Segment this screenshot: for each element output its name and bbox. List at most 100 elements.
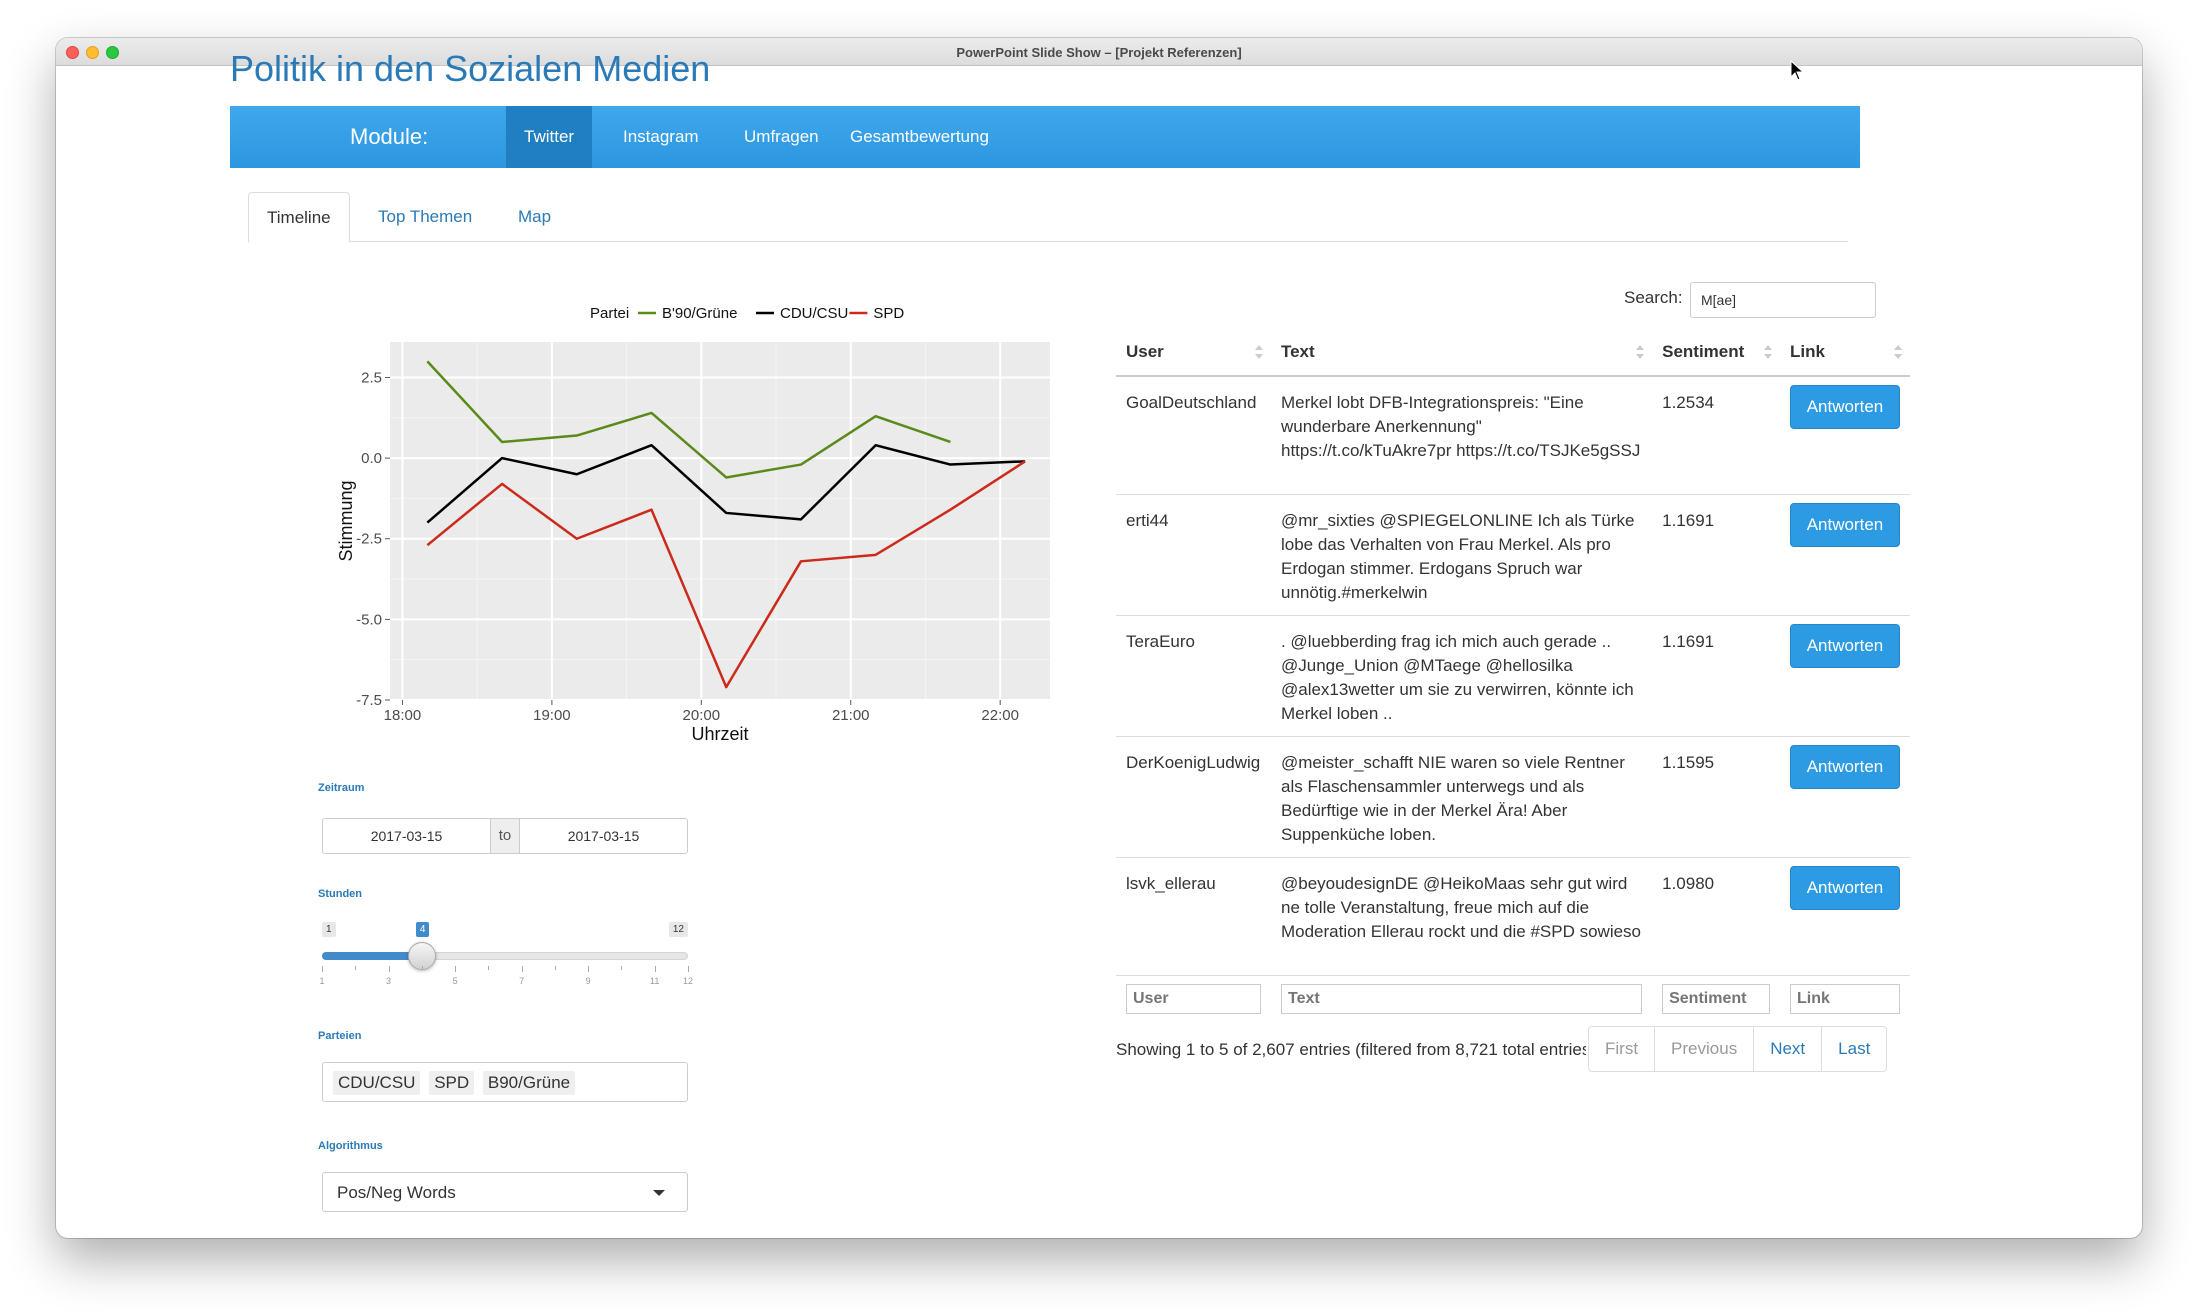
slider-tick-label: 5: [452, 976, 458, 986]
cell-link: Antworten: [1779, 376, 1910, 495]
party-tag-cdu-csu[interactable]: CDU/CSU: [333, 1071, 421, 1095]
algorithmus-select[interactable]: Pos/Neg Words: [322, 1172, 688, 1212]
slider-tick-label: 1: [319, 976, 325, 986]
pagination-next[interactable]: Next: [1754, 1027, 1823, 1071]
cell-sentiment: 1.1691: [1652, 494, 1780, 616]
cell-text: @beyoudesignDE @HeikoMaas sehr gut wird …: [1270, 857, 1653, 976]
slider-minor-tick: [554, 966, 556, 970]
table-row: erti44 @mr_sixties @SPIEGELONLINE Ich al…: [1116, 494, 1910, 616]
table-row: DerKoenigLudwig @meister_schafft NIE war…: [1116, 736, 1910, 858]
x-tick-label: 20:00: [683, 707, 721, 724]
antworten-button[interactable]: Antworten: [1789, 385, 1900, 429]
app-title: Politik in den Sozialen Medien: [230, 48, 711, 89]
x-tick-label: 22:00: [981, 707, 1019, 724]
pagination: First Previous Next Last: [1588, 1026, 1888, 1072]
cell-text: Merkel lobt DFB-Integrationspreis: "Eine…: [1270, 376, 1653, 495]
antworten-button[interactable]: Antworten: [1789, 744, 1900, 789]
nav-item-twitter[interactable]: Twitter: [506, 106, 593, 168]
slider-fill: [322, 952, 422, 960]
algorithmus-label: Algorithmus: [318, 1140, 383, 1152]
column-header-link[interactable]: Link: [1779, 328, 1910, 377]
algorithmus-value: Pos/Neg Words: [337, 1183, 456, 1202]
slider-tick: [322, 966, 323, 972]
slider-tick: [388, 966, 390, 972]
slider-tick-label: 7: [519, 976, 525, 986]
legend-label: SPD: [873, 305, 904, 322]
cell-link: Antworten: [1779, 615, 1910, 737]
column-header-text[interactable]: Text: [1270, 328, 1653, 377]
slider-value-label: 4: [415, 922, 430, 937]
slider-minor-tick: [621, 966, 623, 970]
search-label: Search:: [1624, 288, 1683, 307]
nav-item-umfragen[interactable]: Umfragen: [744, 127, 819, 146]
slider-tick-label: 11: [650, 976, 660, 986]
legend-title: Partei: [590, 305, 629, 322]
cell-user: erti44: [1116, 494, 1271, 616]
search-input[interactable]: [1690, 282, 1876, 318]
pagination-last[interactable]: Last: [1838, 1039, 1871, 1058]
tab-timeline[interactable]: Timeline: [248, 192, 350, 243]
cell-text: . @luebberding frag ich mich auch gerade…: [1270, 615, 1653, 737]
x-tick-label: 19:00: [533, 707, 571, 724]
cell-sentiment: 1.0980: [1652, 857, 1780, 976]
legend-label: CDU/CSU: [780, 305, 848, 322]
x-tick-label: 21:00: [832, 707, 870, 724]
slider-tick: [521, 966, 523, 972]
date-from-input[interactable]: 2017-03-15: [370, 828, 443, 844]
filter-user-input[interactable]: [1126, 983, 1261, 1014]
slider-tick-label: 12: [682, 976, 693, 986]
date-to-input[interactable]: 2017-03-15: [567, 828, 640, 844]
pagination-first[interactable]: First: [1589, 1027, 1656, 1071]
cell-user: TeraEuro: [1116, 615, 1271, 737]
sort-icon: [1254, 345, 1263, 359]
party-tag-b90-gruene[interactable]: B90/Grüne: [482, 1071, 576, 1095]
window-title: PowerPoint Slide Show – [Projekt Referen…: [956, 45, 1242, 60]
antworten-button[interactable]: Antworten: [1789, 502, 1900, 547]
slider-minor-tick: [355, 966, 357, 970]
column-header-sentiment[interactable]: Sentiment: [1652, 328, 1780, 377]
nav-item-instagram[interactable]: Instagram: [623, 127, 699, 146]
slider-max-label: 12: [668, 922, 688, 937]
filter-text-input[interactable]: [1280, 983, 1643, 1014]
plot-panel: [390, 342, 1050, 700]
close-window-button[interactable]: [66, 46, 79, 59]
tab-map[interactable]: Map: [518, 207, 552, 226]
minimize-window-button[interactable]: [86, 46, 99, 59]
cell-sentiment: 1.2534: [1652, 376, 1780, 495]
cell-link: Antworten: [1779, 736, 1910, 858]
tab-bar: Timeline Top Themen Map: [248, 192, 1848, 243]
tweets-table: User Text Sentiment Link GoalDeutschland…: [1116, 328, 1910, 1025]
party-tag-spd[interactable]: SPD: [429, 1071, 475, 1095]
y-tick-label: -7.5: [356, 692, 382, 709]
cell-user: GoalDeutschland: [1116, 376, 1271, 495]
slider-tick: [688, 966, 689, 972]
cell-link: Antworten: [1779, 857, 1910, 976]
parteien-multiselect[interactable]: CDU/CSU SPD B90/Grüne: [322, 1062, 688, 1102]
antworten-button[interactable]: Antworten: [1789, 865, 1900, 910]
column-header-user[interactable]: User: [1116, 328, 1271, 377]
table-row: lsvk_ellerau @beyoudesignDE @HeikoMaas s…: [1116, 857, 1910, 976]
cell-user: DerKoenigLudwig: [1116, 736, 1271, 858]
pagination-previous[interactable]: Previous: [1655, 1027, 1755, 1071]
nav-item-gesamtbewertung[interactable]: Gesamtbewertung: [850, 127, 989, 146]
stunden-label: Stunden: [318, 888, 362, 900]
y-tick-label: -5.0: [356, 611, 382, 628]
series-line: [426, 460, 1026, 689]
filter-sentiment-input[interactable]: [1662, 983, 1770, 1014]
stunden-slider[interactable]: 1 12 4 1 3 5 7 9 11 12: [319, 922, 693, 1002]
table-row: TeraEuro . @luebberding frag ich mich au…: [1116, 615, 1910, 737]
y-tick-label: 2.5: [361, 369, 382, 386]
sentiment-timeline-chart: 2.5 0.0 -2.5 -5.0 -7.5 18:00 19:00 20:00 21:00 22…: [300, 258, 1080, 778]
cell-link: Antworten: [1779, 494, 1910, 616]
slider-tick-label: 9: [585, 976, 591, 986]
cell-text: @meister_schafft NIE waren so viele Rent…: [1270, 736, 1653, 858]
tab-top-themen[interactable]: Top Themen: [378, 207, 473, 226]
slider-minor-tick: [488, 966, 490, 970]
antworten-button[interactable]: Antworten: [1789, 623, 1900, 668]
table-row: GoalDeutschland Merkel lobt DFB-Integrat…: [1116, 376, 1910, 495]
date-range-input: 2017-03-15 to 2017-03-15: [322, 818, 688, 854]
x-tick-label: 18:00: [384, 707, 422, 724]
table-info: Showing 1 to 5 of 2,607 entries (filtere…: [1116, 1040, 1586, 1059]
filter-link-input[interactable]: [1789, 983, 1900, 1014]
zoom-window-button[interactable]: [106, 46, 119, 59]
